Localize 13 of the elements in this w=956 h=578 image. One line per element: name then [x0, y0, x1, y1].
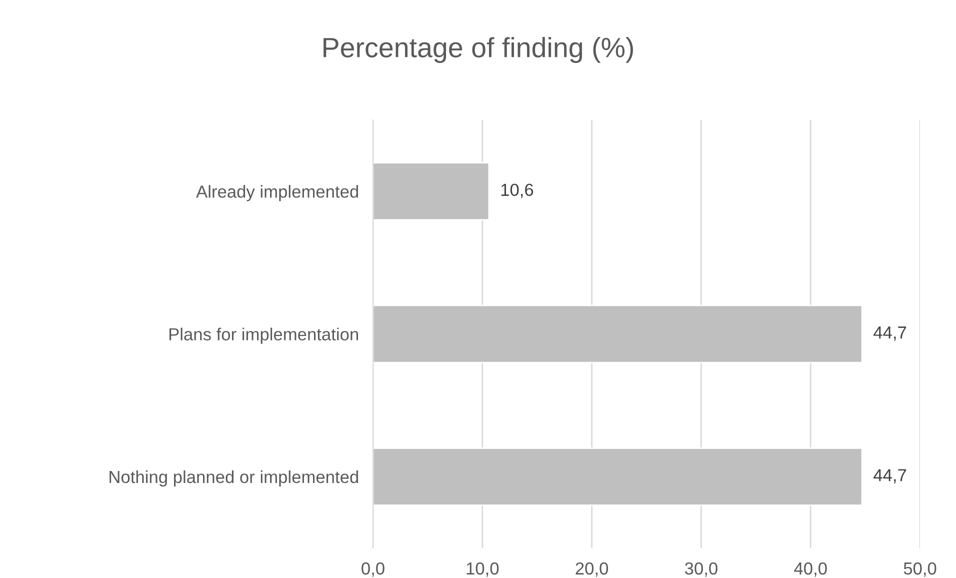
x-tick-label: 50,0	[904, 562, 936, 577]
x-tick-label: 30,0	[684, 562, 718, 577]
x-tick-label: 0,0	[362, 562, 384, 577]
data-label: 44,7	[874, 469, 906, 484]
x-tick-label: 40,0	[794, 562, 827, 577]
y-tick-label: Already implemented	[196, 185, 358, 202]
x-tick-label: 10,0	[466, 562, 499, 577]
x-tick-label: 20,0	[576, 562, 608, 577]
y-tick-label: Plans for implementation	[169, 328, 358, 344]
data-label: 44,7	[874, 326, 906, 341]
chart-title: Percentage of finding (%)	[324, 37, 634, 63]
data-label: 10,6	[501, 184, 534, 198]
y-tick-label: Nothing planned or implemented	[110, 470, 358, 487]
